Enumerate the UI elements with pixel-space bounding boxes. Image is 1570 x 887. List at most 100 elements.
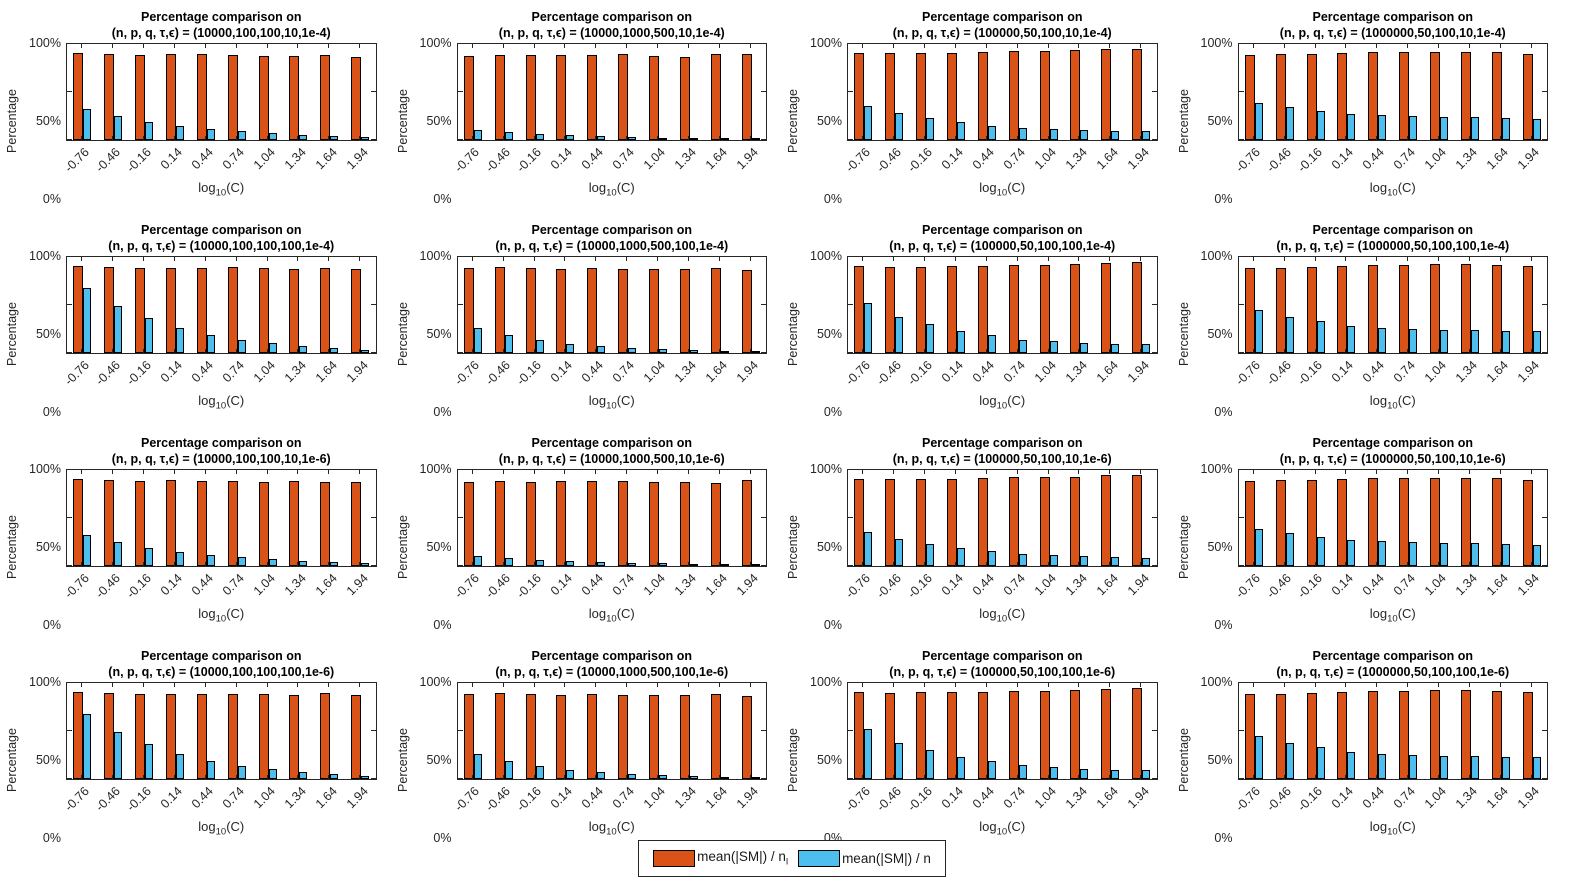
bar-mean-sm-over-n	[987, 334, 996, 353]
bar-mean-sm-over-n	[330, 562, 339, 566]
bar-group	[1362, 683, 1393, 779]
x-tick-mark	[1499, 136, 1501, 140]
x-tick-labels: -0.76 -0.46 -0.16 0.14 0.44 0.74 1.04 1.34 1.64 1…	[842, 780, 1158, 825]
bar-mean-sm-over-n	[299, 772, 308, 779]
y-tick-mark	[1151, 91, 1157, 92]
bar-mean-sm-over-n	[1080, 769, 1089, 779]
y-tick-mark	[457, 304, 463, 305]
bar-mean-sm-over-n	[987, 125, 996, 140]
bar-group	[129, 683, 160, 779]
y-tick-mark	[1238, 43, 1244, 44]
x-tick-mark	[1376, 562, 1378, 566]
bar-mean-sm-over-n	[1316, 747, 1325, 779]
x-tick-mark	[533, 44, 535, 48]
x-axis-label: log10(C)	[588, 606, 635, 625]
x-tick-mark	[749, 44, 751, 48]
y-tick-mark	[1238, 139, 1244, 140]
x-tick-mark	[1376, 683, 1378, 687]
bar-mean-sm-over-n	[1440, 755, 1449, 779]
x-tick-mark	[1016, 44, 1018, 48]
bar-group	[910, 257, 941, 353]
bar-group	[1064, 257, 1095, 353]
y-axis-label: Percentage	[395, 301, 410, 366]
bar-mean-sm-over-n	[720, 351, 729, 353]
x-tick-mark	[235, 44, 237, 48]
x-tick-mark	[595, 775, 597, 779]
bar-mean-sm-over-n	[1532, 330, 1541, 353]
bar-mean-sm-over-nl	[227, 54, 238, 140]
bar-group	[67, 44, 98, 140]
bar-group	[879, 683, 910, 779]
x-tick-mark	[1530, 470, 1532, 474]
bar-mean-sm-over-n	[1142, 131, 1151, 140]
bar-mean-sm-over-n	[1018, 553, 1027, 566]
chart-title-line2: (n, p, q, τ,ϵ) = (1000000,50,100,100,1e-…	[1276, 665, 1510, 679]
y-tick-mark	[1542, 256, 1547, 257]
chart-title-line1: Percentage comparison on	[141, 649, 302, 663]
x-tick-mark	[718, 257, 720, 261]
bar-mean-sm-over-n	[175, 754, 184, 779]
y-tick-mark	[1238, 352, 1244, 353]
x-tick-mark	[1314, 349, 1316, 353]
bar-mean-sm-over-n	[751, 138, 760, 140]
bar-mean-sm-over-nl	[135, 54, 146, 140]
bar-group	[67, 683, 98, 779]
x-tick-mark	[657, 562, 659, 566]
x-tick-mark	[1407, 349, 1409, 353]
x-tick-mark	[1140, 683, 1142, 687]
chart-title-line2: (n, p, q, τ,ϵ) = (100000,50,100,100,1e-4…	[889, 239, 1116, 253]
bar-mean-sm-over-n	[1285, 107, 1294, 140]
bar-group	[1516, 683, 1547, 779]
bar-group	[643, 257, 674, 353]
bar-mean-sm-over-nl	[1244, 267, 1255, 353]
y-tick-label: 100%	[419, 675, 452, 689]
x-tick-mark	[1252, 257, 1254, 261]
x-tick-mark	[1140, 562, 1142, 566]
x-tick-mark	[81, 775, 83, 779]
y-tick-label: 50%	[35, 326, 61, 341]
bar-group	[314, 683, 345, 779]
y-tick-mark	[761, 469, 766, 470]
x-tick-mark	[626, 44, 628, 48]
bar-mean-sm-over-nl	[351, 269, 362, 353]
x-tick-mark	[173, 562, 175, 566]
bar-mean-sm-over-n	[689, 138, 698, 140]
bar-mean-sm-over-nl	[73, 478, 84, 566]
x-tick-mark	[1407, 683, 1409, 687]
y-tick-label: 100%	[810, 249, 842, 263]
bar-mean-sm-over-n	[504, 760, 513, 779]
x-tick-mark	[359, 44, 361, 48]
bar-mean-sm-over-nl	[320, 267, 331, 353]
x-tick-mark	[1047, 44, 1049, 48]
bar-group	[941, 44, 972, 140]
bar-mean-sm-over-nl	[1306, 479, 1317, 566]
bar-mean-sm-over-nl	[196, 693, 207, 779]
y-tick-mark	[1151, 256, 1157, 257]
x-tick-mark	[359, 349, 361, 353]
x-tick-mark	[1252, 775, 1254, 779]
x-tick-mark	[297, 257, 299, 261]
x-tick-mark	[204, 683, 206, 687]
y-tick-mark	[1542, 304, 1547, 305]
x-tick-mark	[954, 136, 956, 140]
x-tick-mark	[297, 44, 299, 48]
x-tick-mark	[1283, 349, 1285, 353]
subplot: Percentage comparison on (n, p, q, τ,ϵ) …	[783, 426, 1174, 639]
x-tick-mark	[173, 349, 175, 353]
bar-group	[1064, 683, 1095, 779]
x-tick-mark	[266, 257, 268, 261]
bar-mean-sm-over-n	[535, 339, 544, 353]
y-tick-mark	[1238, 469, 1244, 470]
chart-title: Percentage comparison on (n, p, q, τ,ϵ) …	[457, 0, 768, 41]
y-tick-label: 100%	[810, 675, 842, 689]
bar-group	[879, 44, 910, 140]
bar-mean-sm-over-n	[330, 774, 339, 779]
x-tick-mark	[235, 136, 237, 140]
y-tick-label: 100%	[419, 249, 452, 263]
x-tick-mark	[687, 257, 689, 261]
x-tick-mark	[533, 562, 535, 566]
x-tick-mark	[173, 470, 175, 474]
x-tick-mark	[502, 136, 504, 140]
bar-mean-sm-over-nl	[463, 267, 474, 353]
x-tick-mark	[564, 470, 566, 474]
